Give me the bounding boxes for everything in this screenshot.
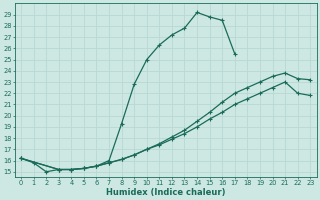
- X-axis label: Humidex (Indice chaleur): Humidex (Indice chaleur): [106, 188, 225, 197]
